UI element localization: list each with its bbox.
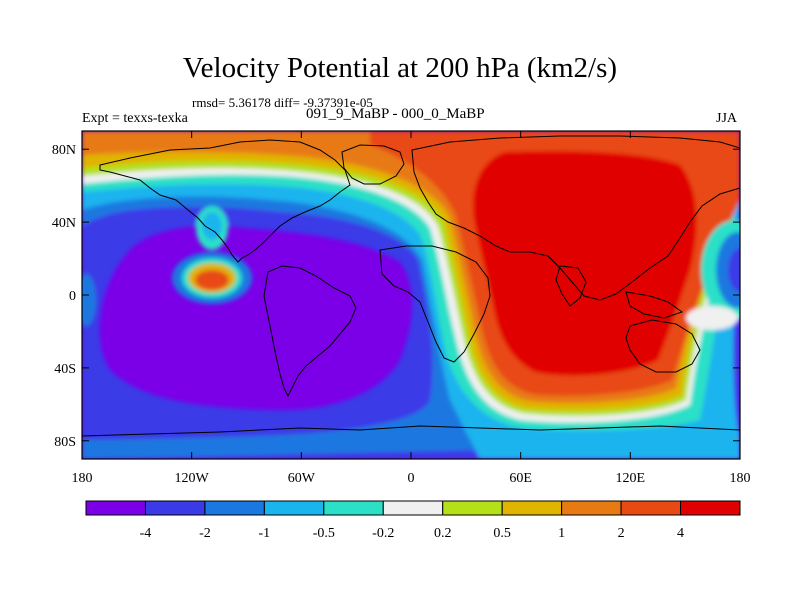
colorbar-swatch [442,500,503,516]
colorbar-swatch [204,500,265,516]
colorbar-level-label: 4 [677,526,684,541]
colorbar-swatch [561,500,622,516]
colorbar-swatch [323,500,384,516]
colorbar-swatch [501,500,563,516]
velocity-potential-field [82,131,740,459]
north-america-outline [99,139,351,263]
lon-tick-label: 120E [616,471,646,486]
run-difference-subtitle: 091_9_MaBP - 000_0_MaBP [306,106,485,122]
lat-tick-label: 80S [54,435,76,450]
field-band-red-core [473,151,697,376]
experiment-label: Expt = texxs-texka [82,111,188,126]
colorbar-level-label: 1 [558,526,565,541]
lon-tick-label: 60W [288,471,316,486]
southeast-asia-islands-outline [625,291,684,319]
colorbar-swatch [680,500,741,516]
colorbar: -4 -2 -1 -0.5 -0.2 0.2 0.5 1 2 4 [85,500,741,541]
season-label: JJA [716,111,738,126]
axis-ticks: 80N 40N 0 40S 80S 180 120W 60W 0 60E 120E 180 [52,131,751,486]
lon-tick-label: 120W [175,471,210,486]
lon-tick-label: 180 [730,471,751,486]
rmsd-diff-stats: rmsd= 5.36178 diff= -9.37391e-05 [192,95,373,110]
colorbar-level-label: -2 [199,526,211,541]
east-pacific-anomaly [172,206,252,304]
colorbar-swatch [620,500,682,516]
lon-tick-label: 60E [509,471,532,486]
colorbar-swatch [144,500,206,516]
colorbar-level-label: 2 [618,526,625,541]
colorbar-level-label: -4 [140,526,152,541]
colorbar-level-label: 0.5 [493,526,511,541]
greenland-outline [341,144,405,185]
africa-outline [379,245,491,363]
colorbar-level-label: -0.5 [313,526,335,541]
plot-title: Velocity Potential at 200 hPa (km2/s) [182,52,618,84]
colorbar-swatch [382,500,444,516]
eurasia-outline [411,135,740,301]
colorbar-swatch [263,500,325,516]
lat-tick-label: 40N [52,216,76,231]
lat-tick-label: 0 [69,289,76,304]
west-pacific-anomaly [82,220,740,330]
continent-outlines [82,135,740,437]
lon-tick-label: 0 [408,471,415,486]
antarctica-outline [82,425,740,437]
australia-outline [625,319,701,373]
colorbar-level-label: -1 [259,526,271,541]
lat-tick-label: 40S [54,362,76,377]
lon-tick-label: 180 [72,471,93,486]
lat-tick-label: 80N [52,143,76,158]
colorbar-level-label: 0.2 [434,526,452,541]
south-america-outline [263,265,357,398]
indian-subcontinent-outline [555,265,587,307]
colorbar-level-label: -0.2 [372,526,394,541]
colorbar-swatch [85,500,146,516]
